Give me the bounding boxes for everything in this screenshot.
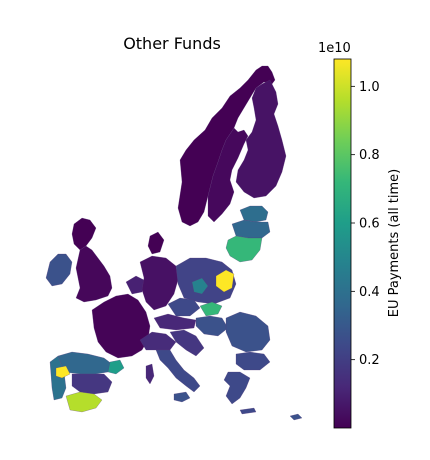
region-castilla	[55, 365, 71, 379]
region-italy-south	[155, 349, 201, 393]
region-sardinia	[145, 363, 155, 385]
region-poland-east	[215, 269, 235, 293]
region-sicily	[173, 391, 191, 403]
region-poland-central	[191, 277, 209, 295]
region-catalonia	[107, 359, 125, 375]
region-austria	[153, 313, 197, 331]
colorbar-label: EU Payments (all time)	[387, 169, 402, 318]
region-cyprus	[289, 413, 303, 421]
colorbar-tick-label: 0.8	[359, 148, 380, 163]
region-bulgaria	[235, 351, 271, 371]
region-benelux	[125, 275, 145, 295]
region-spain-central	[71, 373, 113, 395]
region-hungary	[195, 315, 229, 337]
region-scotland	[71, 217, 97, 251]
region-crete	[239, 407, 257, 415]
region-latvia	[231, 219, 271, 239]
region-lithuania	[225, 235, 263, 263]
region-denmark	[147, 231, 165, 255]
region-sweden	[207, 127, 249, 223]
europe-region-map	[45, 65, 303, 421]
region-germany	[139, 255, 179, 311]
region-england	[75, 245, 113, 303]
colorbar-gradient	[333, 58, 352, 429]
region-france	[91, 293, 151, 359]
colorbar-scale-label: 1e10	[318, 41, 351, 56]
region-poland	[175, 257, 237, 305]
region-ireland	[45, 253, 73, 287]
region-greece	[223, 371, 251, 405]
colorbar: 1e10 0.2 0.4 0.6 0.8 1.0 EU Payments (all ti…	[318, 41, 402, 429]
region-italy-north	[139, 331, 177, 351]
region-romania	[225, 311, 271, 353]
colorbar-tick-label: 0.4	[359, 285, 380, 300]
colorbar-ticks: 0.2 0.4 0.6 0.8 1.0	[351, 80, 380, 368]
colorbar-tick-label: 0.6	[359, 217, 380, 232]
region-slovakia	[199, 301, 223, 317]
colorbar-tick-label: 0.2	[359, 353, 380, 368]
region-slovenia-croatia	[169, 329, 205, 357]
region-andalusia	[65, 391, 103, 413]
chart-title: Other Funds	[123, 34, 221, 53]
colorbar-tick-label: 1.0	[359, 80, 380, 95]
region-finland	[235, 79, 287, 199]
region-estonia	[239, 205, 269, 223]
